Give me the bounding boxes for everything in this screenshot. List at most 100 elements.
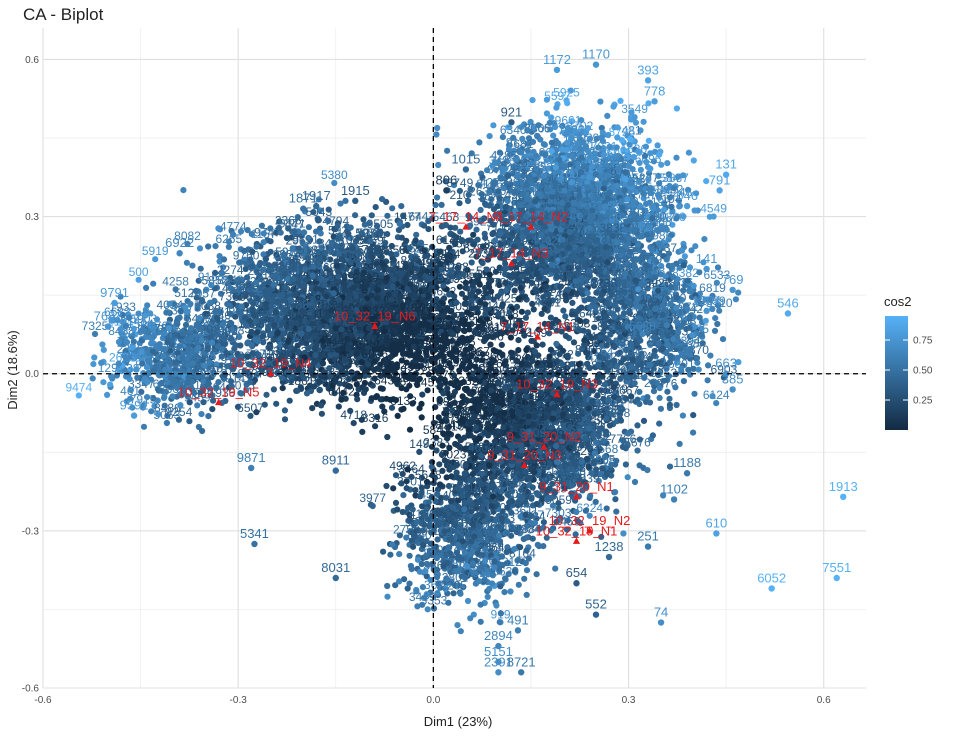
row-point [253,244,259,250]
row-point [391,266,397,272]
row-point [343,300,349,306]
row-point [382,328,388,334]
row-label: 1643 [367,373,394,387]
row-label: 391 [626,205,646,219]
row-point [624,196,630,202]
row-point [336,297,342,303]
row-point [407,427,413,433]
row-point [418,357,424,363]
row-point [456,274,462,280]
row-point [312,352,318,358]
row-point [393,397,399,403]
row-point [304,334,310,340]
row-point [645,176,651,182]
row-label: 518 [298,243,318,257]
row-point [482,301,488,307]
row-point [664,160,670,166]
row-point [389,283,395,289]
row-point [406,351,412,357]
row-point [238,259,244,265]
chart-title: CA - Biplot [23,5,104,24]
row-point [342,287,348,293]
row-point [419,414,425,420]
row-point [301,375,307,381]
row-label: 6507 [237,401,264,415]
row-point [466,192,472,198]
row-point [435,162,441,168]
row-point [291,228,297,234]
row-point [544,97,550,103]
row-point [673,155,679,161]
row-point [523,229,529,235]
row-point [207,300,213,306]
row-point [434,194,440,200]
row-point [301,282,307,288]
row-point [302,266,308,272]
row-point [366,325,372,331]
row-point [518,202,524,208]
row-point [306,224,312,230]
row-point [273,401,279,407]
row-point [554,267,560,273]
row-point [371,367,377,373]
row-point [280,331,286,337]
row-point [463,295,469,301]
row-point [440,313,446,319]
row-point [395,413,401,419]
row-label: 6006 [361,347,388,361]
row-point [273,272,279,278]
row-point [680,213,686,219]
row-point [451,312,457,318]
row-point [397,221,403,227]
row-point [411,344,417,350]
row-point [275,330,281,336]
row-point [437,261,443,267]
row-point [300,308,306,314]
row-point [400,302,406,308]
row-point [455,326,461,332]
row-point [386,291,392,297]
row-point [348,225,354,231]
row-point [397,293,403,299]
row-point [398,203,404,209]
row-label: 678 [349,250,369,264]
row-point [180,187,186,193]
row-point [686,150,692,156]
row-point [402,264,408,270]
row-point [342,198,348,204]
row-point [496,282,502,288]
row-point [413,232,419,238]
row-point [440,237,446,243]
row-point [571,200,577,206]
row-point [518,149,524,155]
row-point [253,280,259,286]
row-point [369,395,375,401]
row-point [637,160,643,166]
row-point [320,360,326,366]
row-point [317,387,323,393]
row-point [655,192,661,198]
row-point [656,152,662,158]
row-label: 5380 [321,168,348,182]
row-point [691,157,697,163]
row-point [388,346,394,352]
row-point [490,122,496,128]
row-point [352,212,358,218]
row-point [386,267,392,273]
row-point [331,290,337,296]
row-point [436,305,442,311]
row-point [335,223,341,229]
row-point [610,104,616,110]
row-point [495,293,501,299]
row-point [215,225,221,231]
row-point [422,248,428,254]
row-point [350,285,356,291]
row-point [285,339,291,345]
row-point [655,142,661,148]
row-point [261,230,267,236]
row-point [647,166,653,172]
row-point [412,274,418,280]
row-point [304,390,310,396]
row-point [437,249,443,255]
row-point [541,141,547,147]
